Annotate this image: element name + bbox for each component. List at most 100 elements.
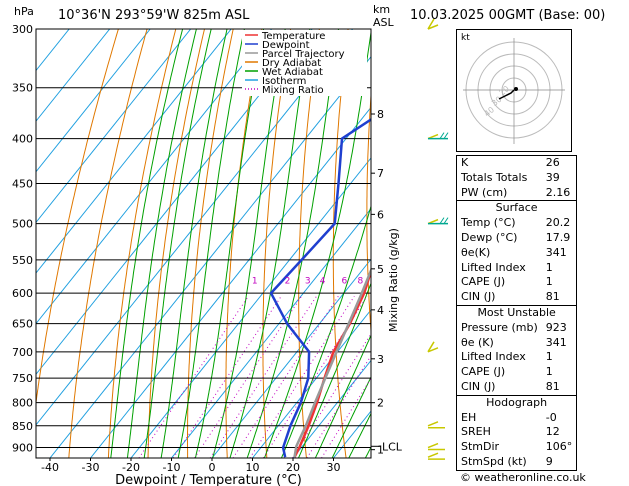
- mixing-ratio-line: [138, 295, 249, 458]
- x-axis-label: Dewpoint / Temperature (°C): [115, 473, 302, 486]
- index-value: -0: [545, 410, 557, 424]
- index-value: 20.2: [545, 216, 571, 230]
- isotherm-line: [36, 29, 192, 224]
- isotherm-line: [36, 29, 151, 173]
- legend-background: [242, 30, 367, 96]
- wind-barb-feather: [427, 18, 435, 30]
- index-row: CAPE (J) 1: [457, 365, 577, 380]
- mixing-ratio-label: 25: [425, 277, 436, 287]
- index-value: 26: [545, 156, 560, 169]
- mixing-ratio-label: 3: [305, 277, 311, 287]
- mixing-ratio-label: 8: [358, 277, 364, 287]
- index-label: Lifted Index: [461, 260, 526, 274]
- pressure-tick-label: 550: [12, 254, 33, 267]
- wet-adiabat-line: [212, 29, 286, 458]
- index-row: StmSpd (kt) 9: [457, 455, 577, 470]
- legend-label: Dry Adiabat: [262, 58, 321, 69]
- temp-tick-label: -20: [122, 461, 140, 474]
- asl-label: ASL: [373, 16, 394, 29]
- parcel-trajectory-profile: [293, 267, 371, 458]
- index-label: Dewp (°C): [461, 230, 518, 244]
- pressure-tick-label: 400: [12, 133, 33, 146]
- km-tick-label: 8: [377, 108, 384, 121]
- hpa-label: hPa: [14, 5, 34, 18]
- index-row: Totals Totals 39: [457, 171, 577, 186]
- mixing-ratio-label: 2: [285, 277, 291, 287]
- pressure-tick-label: 900: [12, 442, 33, 455]
- pressure-tick-label: 650: [12, 318, 33, 331]
- isotherm-line: [90, 106, 371, 458]
- index-value: 341: [545, 335, 567, 349]
- mixing-ratio-label: 10: [370, 277, 382, 287]
- index-label: CIN (J): [461, 379, 496, 393]
- wind-barb-staff: [427, 421, 439, 427]
- index-row: CIN (J) 81: [457, 290, 577, 305]
- index-section-title: Most Unstable: [477, 305, 556, 319]
- index-value: 9: [545, 454, 553, 468]
- dry-adiabat-line: [225, 29, 263, 458]
- legend-label: Dewpoint: [262, 40, 310, 51]
- temp-tick-label: 10: [246, 461, 260, 474]
- mixing-ratio-label: 4: [320, 277, 326, 287]
- temperature-profile: [293, 266, 371, 458]
- index-row: PW (cm) 2.16: [457, 186, 577, 201]
- km-label: km: [373, 3, 391, 16]
- mixing-ratio-label: 20: [412, 277, 424, 287]
- km-tick-label: 1: [377, 444, 384, 457]
- wet-adiabat-line: [331, 375, 371, 458]
- hodograph-trace: [498, 89, 515, 100]
- temp-tick-label: 30: [327, 461, 341, 474]
- index-label: SREH: [461, 425, 491, 439]
- index-label: θe (K): [461, 335, 494, 349]
- mixing-ratio-label: 6: [342, 277, 348, 287]
- index-row: StmDir 106°: [457, 440, 577, 455]
- dry-adiabat-line: [607, 29, 629, 458]
- isotherm-line: [36, 29, 313, 376]
- wind-barb-staff: [427, 452, 439, 458]
- index-label: Temp (°C): [461, 216, 516, 230]
- pressure-tick-label: 500: [12, 218, 33, 231]
- index-row: EH -0: [457, 411, 577, 426]
- index-value: 81: [545, 290, 560, 304]
- mixing-ratio-axis-label: Mixing Ratio (g/kg): [387, 228, 400, 332]
- km-tick-label: 2: [377, 397, 384, 410]
- wet-adiabat-line: [229, 29, 311, 458]
- pressure-tick-label: 450: [12, 177, 33, 190]
- wind-barb: [427, 341, 439, 353]
- isotherm-line: [36, 29, 232, 274]
- wind-barb: [427, 217, 449, 225]
- km-tick-label: 6: [377, 208, 384, 221]
- index-value: 341: [545, 245, 567, 259]
- index-label: CIN (J): [461, 290, 496, 304]
- dry-adiabat-line: [578, 29, 629, 458]
- legend-label: Isotherm: [262, 76, 306, 87]
- legend-label: Parcel Trajectory: [262, 49, 345, 60]
- pressure-tick-label: 850: [12, 420, 33, 433]
- index-value: 81: [545, 379, 560, 393]
- legend-label: Mixing Ratio: [262, 85, 324, 96]
- index-row: θe(K) 341: [457, 246, 577, 261]
- pressure-tick-label: 700: [12, 346, 33, 359]
- wet-adiabat-line: [314, 334, 371, 458]
- wind-barb: [427, 442, 445, 451]
- index-section-title: Hodograph: [486, 395, 548, 409]
- index-section-header: Surface: [456, 200, 577, 216]
- wet-adiabat-line: [160, 29, 228, 458]
- index-label: Pressure (mb): [461, 320, 538, 334]
- wet-adiabat-line: [177, 29, 245, 458]
- wet-adiabat-line: [194, 29, 265, 458]
- index-label: StmSpd (kt): [461, 454, 527, 468]
- wind-barb-feather: [439, 132, 445, 139]
- wet-adiabat-line: [281, 204, 371, 458]
- index-label: EH: [461, 410, 477, 424]
- dewpoint-profile: [269, 117, 371, 458]
- temp-tick-label: -10: [163, 461, 181, 474]
- dry-adiabat-line: [399, 29, 425, 458]
- dry-adiabat-line: [107, 29, 177, 458]
- wind-barb-staff: [427, 347, 439, 353]
- wet-adiabat-line: [143, 29, 212, 458]
- wind-barb: [427, 452, 445, 460]
- dry-adiabat-line: [147, 29, 205, 458]
